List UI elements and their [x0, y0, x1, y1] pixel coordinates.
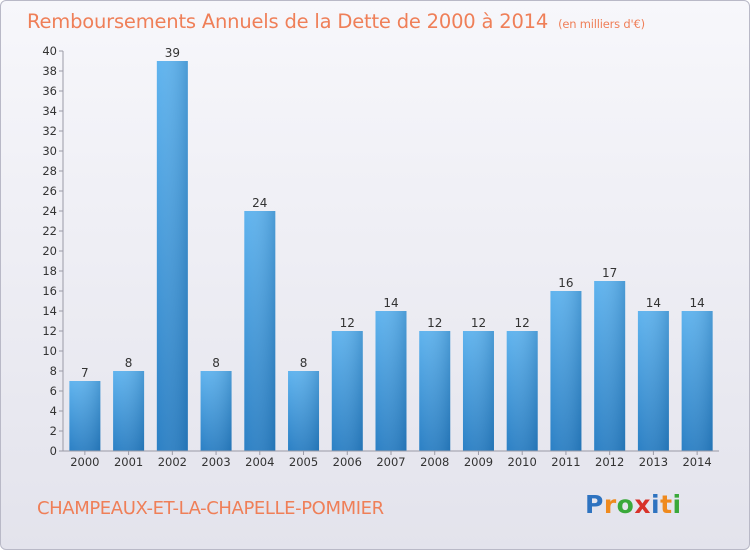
y-tick-label: 8	[50, 364, 57, 378]
logo-letter: i	[651, 490, 661, 519]
town-name: CHAMPEAUX-ET-LA-CHAPELLE-POMMIER	[37, 498, 384, 519]
y-tick-label: 38	[42, 64, 57, 78]
bar-shade-2007	[375, 311, 407, 451]
bar-shade-2011	[550, 291, 582, 451]
chart-title: Remboursements Annuels de la Dette de 20…	[27, 10, 645, 33]
y-tick-label: 14	[42, 304, 57, 318]
y-tick-label: 18	[42, 264, 57, 278]
y-tick-label: 26	[42, 184, 57, 198]
bar-shade-2010	[506, 331, 538, 451]
x-tick-label: 2009	[464, 455, 493, 469]
y-tick-label: 28	[42, 164, 57, 178]
x-tick-label: 2012	[595, 455, 624, 469]
bar-value-label: 12	[471, 316, 486, 330]
x-tick-label: 2006	[333, 455, 362, 469]
bar-value-label: 12	[427, 316, 442, 330]
bar-shade-2014	[681, 311, 713, 451]
bar-shade-2004	[244, 211, 276, 451]
x-tick-label: 2004	[245, 455, 274, 469]
x-tick-label: 2007	[376, 455, 405, 469]
y-tick-label: 20	[42, 244, 57, 258]
bar-value-label: 14	[383, 296, 398, 310]
logo-letter: x	[634, 490, 651, 519]
logo-letter: o	[616, 490, 635, 519]
logo-letter: i	[672, 490, 682, 519]
bar-shade-2003	[200, 371, 232, 451]
x-axis: 2000 2001 2002 2003 2004 2005 2006 2007 2008 2009…	[63, 450, 719, 469]
bar-value-label: 24	[252, 196, 267, 210]
bar-shade-2012	[594, 281, 626, 451]
x-tick-label: 2001	[114, 455, 143, 469]
x-tick-label: 2011	[551, 455, 580, 469]
y-tick-label: 2	[50, 424, 57, 438]
y-tick-label: 10	[42, 344, 57, 358]
chart-title-text: Remboursements Annuels de la Dette de 20…	[27, 10, 549, 33]
y-tick-label: 0	[50, 444, 57, 458]
bar-shade-2009	[462, 331, 494, 451]
bar-value-label: 16	[558, 276, 573, 290]
y-tick-label: 24	[42, 204, 57, 218]
bar-value-label: 17	[602, 266, 617, 280]
y-tick-label: 36	[42, 84, 57, 98]
bar-value-label: 8	[125, 356, 133, 370]
bar-value-label: 14	[646, 296, 661, 310]
x-tick-label: 2000	[70, 455, 99, 469]
y-tick-label: 16	[42, 284, 57, 298]
bar-value-label: 12	[340, 316, 355, 330]
bar-value-label: 8	[300, 356, 308, 370]
bar-shade-2008	[419, 331, 451, 451]
bar-value-label: 12	[515, 316, 530, 330]
bar-value-label: 14	[689, 296, 704, 310]
bar-shade-2006	[331, 331, 363, 451]
x-tick-label: 2013	[639, 455, 668, 469]
bar-value-label: 7	[81, 366, 89, 380]
y-tick-label: 34	[42, 104, 57, 118]
bar-value-label: 39	[165, 46, 180, 60]
logo-letter: P	[585, 490, 604, 519]
x-tick-label: 2014	[682, 455, 711, 469]
x-tick-label: 2003	[201, 455, 230, 469]
bars: 7 8 39 8 24 8 12 14 12 12 12 16 17 14 14	[69, 46, 713, 451]
y-tick-label: 6	[50, 384, 57, 398]
proxiti-logo: Proxiti	[585, 490, 682, 519]
y-tick-label: 12	[42, 324, 57, 338]
x-tick-label: 2008	[420, 455, 449, 469]
bar-shade-2000	[69, 381, 101, 451]
y-tick-label: 32	[42, 124, 57, 138]
bar-shade-2002	[156, 61, 188, 451]
y-tick-label: 40	[42, 44, 57, 58]
x-tick-label: 2005	[289, 455, 318, 469]
logo-letter: r	[603, 490, 617, 519]
y-tick-label: 4	[50, 404, 57, 418]
bar-shade-2001	[113, 371, 145, 451]
bar-value-label: 8	[212, 356, 220, 370]
y-tick-label: 22	[42, 224, 57, 238]
bar-shade-2005	[288, 371, 320, 451]
logo-letter: t	[660, 490, 673, 519]
x-tick-label: 2002	[158, 455, 187, 469]
chart-unit: (en milliers d'€)	[558, 17, 645, 31]
x-tick-label: 2010	[508, 455, 537, 469]
y-tick-label: 30	[42, 144, 57, 158]
bar-shade-2013	[637, 311, 669, 451]
